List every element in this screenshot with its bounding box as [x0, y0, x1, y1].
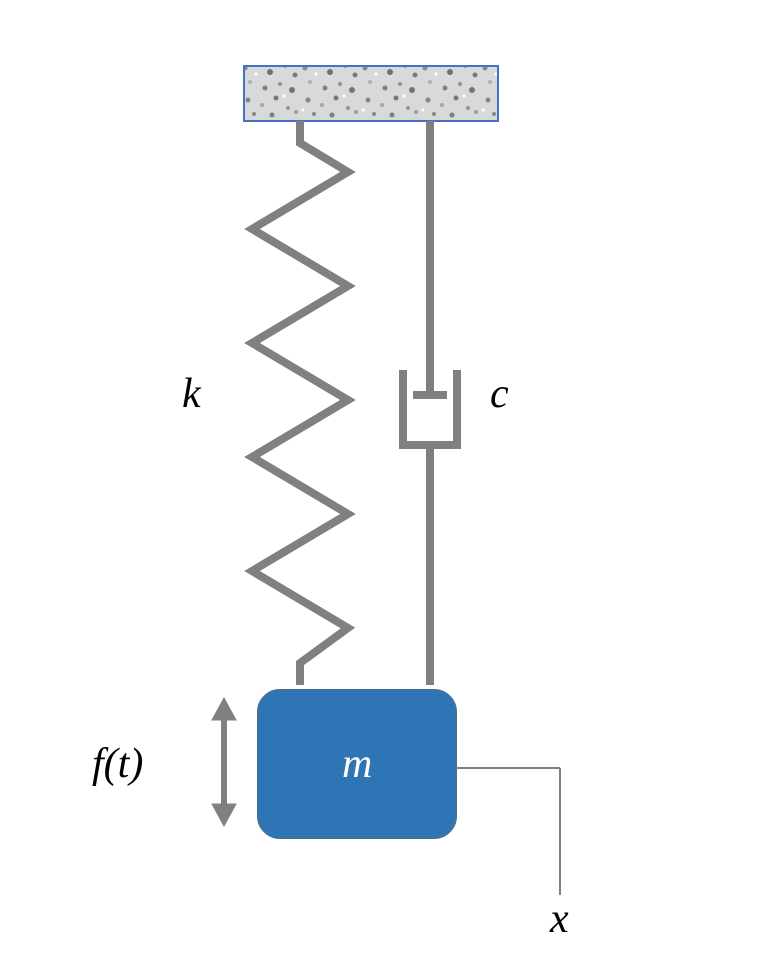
- damper-label: c: [490, 370, 509, 418]
- damper-element: [403, 121, 457, 685]
- displacement-label: x: [550, 895, 569, 943]
- fixed-support: [244, 66, 498, 121]
- force-label: f(t): [92, 740, 143, 788]
- force-arrow-icon: [212, 698, 236, 826]
- mass-label: m: [342, 740, 372, 788]
- spring-mass-damper-diagram: [0, 0, 757, 959]
- spring-element: [252, 121, 348, 685]
- displacement-indicator-icon: [456, 768, 560, 895]
- spring-label: k: [182, 370, 201, 418]
